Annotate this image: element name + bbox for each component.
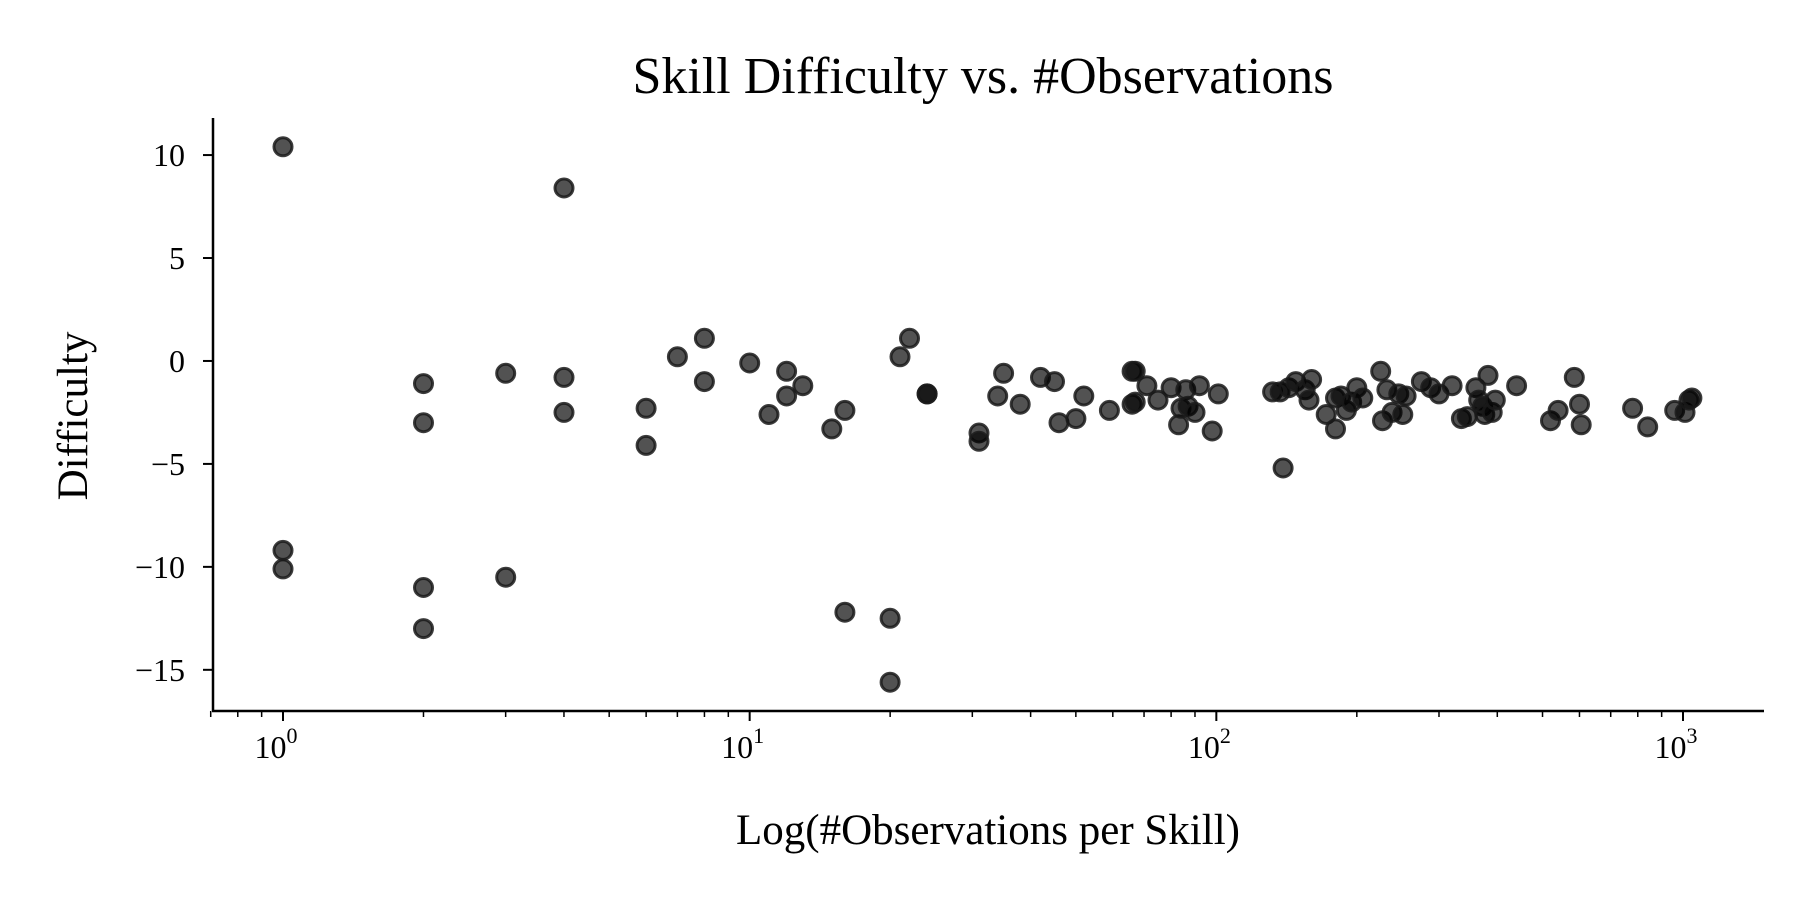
data-point xyxy=(821,418,843,440)
y-tick-label: 10 xyxy=(153,137,185,173)
data-point xyxy=(1547,399,1569,421)
y-tick-label: −10 xyxy=(135,549,185,585)
data-point xyxy=(879,671,901,693)
x-tick-base: 10 xyxy=(721,729,753,765)
data-point xyxy=(1048,412,1070,434)
data-point xyxy=(968,430,990,452)
data-point xyxy=(553,401,575,423)
data-point xyxy=(1315,404,1337,425)
data-point xyxy=(413,618,434,640)
x-ticks: 100 101 102 103 xyxy=(255,711,1698,765)
data-point xyxy=(1065,408,1087,430)
data-point xyxy=(1207,383,1229,405)
data-point xyxy=(1124,391,1146,413)
data-point xyxy=(1506,375,1528,397)
data-point xyxy=(1124,360,1146,382)
axes xyxy=(211,118,1764,713)
data-point xyxy=(792,375,814,397)
data-point xyxy=(1395,385,1417,407)
data-point xyxy=(553,177,575,199)
data-point xyxy=(1044,371,1065,393)
data-point xyxy=(987,385,1009,407)
x-tick-exponent: 3 xyxy=(1687,723,1698,748)
data-point xyxy=(834,601,856,623)
y-tick-label: 0 xyxy=(169,343,185,379)
data-point xyxy=(1681,387,1703,409)
data-point xyxy=(1441,375,1463,397)
chart-title: Skill Difficulty vs. #Observations xyxy=(632,48,1333,105)
data-points xyxy=(272,136,1703,693)
data-point xyxy=(693,327,715,349)
y-axis-label: Difficulty xyxy=(50,331,97,500)
data-point xyxy=(1569,393,1590,415)
x-tick-exponent: 2 xyxy=(1220,723,1231,748)
data-point xyxy=(1184,401,1206,423)
data-point xyxy=(879,607,901,629)
data-point xyxy=(413,577,434,598)
data-point xyxy=(889,346,911,368)
x-tick-label: 100 xyxy=(255,723,298,765)
data-point xyxy=(1352,387,1374,409)
data-point xyxy=(1009,393,1031,415)
data-point xyxy=(1570,414,1592,436)
data-point xyxy=(1637,416,1659,438)
data-point xyxy=(1073,385,1095,407)
data-point xyxy=(413,373,434,395)
y-ticks: 10 5 0 −5 −10 −15 xyxy=(135,137,213,688)
x-tick-label: 103 xyxy=(1655,723,1698,765)
data-point xyxy=(993,362,1015,384)
x-tick-label: 102 xyxy=(1188,723,1231,765)
x-tick-base: 10 xyxy=(1188,729,1220,765)
data-point xyxy=(495,566,517,588)
data-point xyxy=(758,404,780,425)
data-point xyxy=(1201,420,1223,442)
y-tick-label: 5 xyxy=(169,240,185,276)
data-point xyxy=(272,558,294,580)
x-tick-exponent: 1 xyxy=(753,723,764,748)
data-point xyxy=(1098,399,1120,421)
data-point xyxy=(1484,389,1506,411)
data-point xyxy=(1622,397,1644,419)
data-point xyxy=(1370,360,1392,382)
data-point xyxy=(272,539,294,561)
y-tick-label: −5 xyxy=(151,446,185,482)
data-point xyxy=(635,434,657,456)
data-point xyxy=(834,399,856,421)
x-tick-label: 101 xyxy=(721,723,764,765)
x-tick-base: 10 xyxy=(255,729,287,765)
data-point xyxy=(693,371,715,393)
y-tick-label: −15 xyxy=(135,652,185,688)
data-point xyxy=(1272,457,1294,479)
data-point xyxy=(272,136,294,158)
data-point xyxy=(1188,375,1210,397)
data-point xyxy=(1136,375,1158,397)
data-point xyxy=(413,412,434,434)
data-point xyxy=(916,383,938,405)
data-point xyxy=(1325,418,1346,440)
data-point xyxy=(899,327,920,349)
data-point xyxy=(1298,389,1320,411)
data-point xyxy=(495,362,517,384)
data-point xyxy=(1563,366,1585,388)
data-point xyxy=(553,366,575,388)
data-point xyxy=(739,352,761,374)
x-axis-label: Log(#Observations per Skill) xyxy=(736,807,1240,854)
data-point xyxy=(666,346,688,368)
x-tick-base: 10 xyxy=(1655,729,1687,765)
data-point xyxy=(1477,364,1499,386)
data-point xyxy=(776,360,798,382)
data-point xyxy=(1301,369,1323,390)
data-point xyxy=(1392,404,1414,425)
x-tick-exponent: 0 xyxy=(287,723,298,748)
x-minor-ticks xyxy=(209,711,1663,717)
data-point xyxy=(1147,389,1169,411)
data-point xyxy=(635,397,657,419)
data-point xyxy=(776,385,798,407)
